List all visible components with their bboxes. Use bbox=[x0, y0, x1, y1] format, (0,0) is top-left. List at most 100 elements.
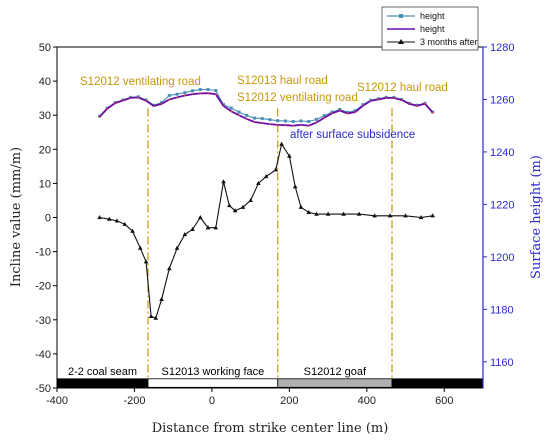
series-2-point bbox=[130, 228, 135, 233]
series-1-point bbox=[121, 99, 124, 102]
series-0-point bbox=[198, 87, 202, 91]
series-2-point bbox=[418, 215, 424, 220]
series-2-point bbox=[153, 315, 159, 320]
series-1-point bbox=[269, 123, 271, 126]
series-1-point bbox=[137, 96, 140, 99]
series-1-point bbox=[238, 114, 240, 117]
series-2-point bbox=[314, 211, 319, 216]
series-1-point bbox=[245, 117, 248, 120]
series-0-point bbox=[322, 114, 326, 118]
x-tick-label: 200 bbox=[280, 395, 298, 407]
series-0-point bbox=[338, 107, 342, 111]
bottom-bar-label-1: S12013 working face bbox=[162, 366, 265, 378]
legend-label-3-months-after: 3 months after bbox=[420, 37, 478, 47]
series-1-point bbox=[377, 98, 380, 101]
y-tick-label: -40 bbox=[35, 349, 51, 361]
series-1-point bbox=[416, 104, 419, 107]
series-2-point bbox=[97, 215, 102, 220]
series-0-point bbox=[353, 109, 357, 113]
series-0-point bbox=[276, 119, 280, 123]
series-0-point bbox=[191, 89, 195, 93]
annotation-s12012-ventilating-road-right: S12012 ventilating road bbox=[237, 92, 358, 104]
series-1-point bbox=[292, 124, 295, 127]
series-1-point bbox=[207, 92, 209, 95]
y-axis-title: Incline value (mm/m) bbox=[9, 147, 24, 287]
series-2-point bbox=[240, 204, 246, 209]
y2-tick-label: 1180 bbox=[490, 304, 514, 316]
legend-marker-height-1 bbox=[399, 14, 403, 18]
series-1-point bbox=[424, 102, 426, 105]
series-0-point bbox=[307, 119, 311, 123]
series-1-point bbox=[300, 124, 302, 126]
series-0-point bbox=[167, 94, 171, 98]
bottom-bar-segment-0 bbox=[56, 378, 149, 388]
series-0-point bbox=[283, 119, 287, 123]
annotation-s12012-ventilating-road-left: S12012 ventilating road bbox=[80, 76, 201, 88]
series-1-point bbox=[431, 111, 434, 114]
series-2-point bbox=[227, 203, 232, 208]
y-tick-label: -20 bbox=[35, 281, 51, 293]
series-1-point bbox=[400, 99, 403, 101]
series-1-point bbox=[176, 96, 178, 99]
y2-axis-ticks: 1160 1180 1200 1220 1240 1260 1280 bbox=[483, 42, 514, 369]
series-1-point bbox=[199, 92, 202, 95]
series-1-point bbox=[230, 110, 233, 113]
series-1-point bbox=[354, 111, 357, 113]
series-1-point bbox=[346, 112, 349, 115]
x-tick-label: 600 bbox=[435, 395, 453, 407]
series-0-point bbox=[245, 113, 249, 117]
series-2-point bbox=[298, 204, 304, 209]
series-1-point bbox=[145, 99, 147, 102]
series-0-point bbox=[260, 117, 264, 121]
series-0-point bbox=[345, 110, 349, 114]
series-2-point bbox=[273, 167, 279, 172]
series-2-point bbox=[221, 179, 226, 184]
vertical-lines bbox=[147, 108, 393, 379]
series-0-point bbox=[206, 87, 210, 91]
y-tick-label: -30 bbox=[35, 315, 51, 327]
y2-tick-label: 1160 bbox=[490, 357, 514, 369]
x-axis-title: Distance from strike center line (m) bbox=[152, 421, 389, 436]
series-1-point bbox=[315, 121, 318, 124]
bottom-bar-segment-3 bbox=[391, 378, 484, 388]
series-1-point bbox=[222, 105, 225, 107]
series-2-point bbox=[148, 313, 154, 318]
bottom-bar-label-0: 2-2 coal seam bbox=[68, 366, 137, 378]
series-2-point bbox=[263, 174, 269, 179]
series-2-point bbox=[256, 180, 261, 185]
y-tick-label: 20 bbox=[39, 144, 51, 156]
series-0-point bbox=[299, 119, 303, 123]
series-1-point bbox=[338, 109, 341, 112]
series-1-point bbox=[385, 96, 388, 99]
x-tick-label: 0 bbox=[209, 395, 215, 407]
series-2-point bbox=[325, 211, 331, 216]
series-0-point bbox=[183, 91, 187, 95]
series-0-point bbox=[268, 118, 272, 122]
series-2-point bbox=[205, 225, 211, 230]
y-tick-label: 40 bbox=[39, 76, 51, 88]
y-axis-ticks: -50 -40 -30 -20 -10 0 10 20 30 40 50 bbox=[35, 42, 57, 395]
series-2-point bbox=[387, 213, 393, 218]
series-1-point bbox=[362, 104, 364, 107]
y2-tick-label: 1240 bbox=[490, 147, 514, 159]
series-2-point bbox=[167, 266, 172, 271]
series-0-point bbox=[237, 110, 241, 114]
series-1-point bbox=[106, 107, 109, 110]
series-2-point bbox=[159, 296, 164, 301]
series-0-point bbox=[229, 106, 233, 110]
series-2-point bbox=[430, 213, 435, 218]
series-1-point bbox=[168, 98, 171, 101]
series-1-point bbox=[98, 115, 101, 118]
series-2-point bbox=[292, 184, 298, 189]
series-line-1 bbox=[98, 92, 434, 127]
series-2-point bbox=[306, 209, 312, 214]
series-2-point bbox=[182, 232, 188, 237]
series-0-point bbox=[330, 110, 334, 114]
series-1-point bbox=[160, 103, 163, 105]
legend-label-height-2: height bbox=[420, 24, 445, 34]
series-2-point bbox=[174, 245, 180, 250]
series-0-point bbox=[214, 89, 218, 93]
legend: height height 3 months after bbox=[381, 6, 479, 51]
series-1-point bbox=[284, 124, 287, 127]
